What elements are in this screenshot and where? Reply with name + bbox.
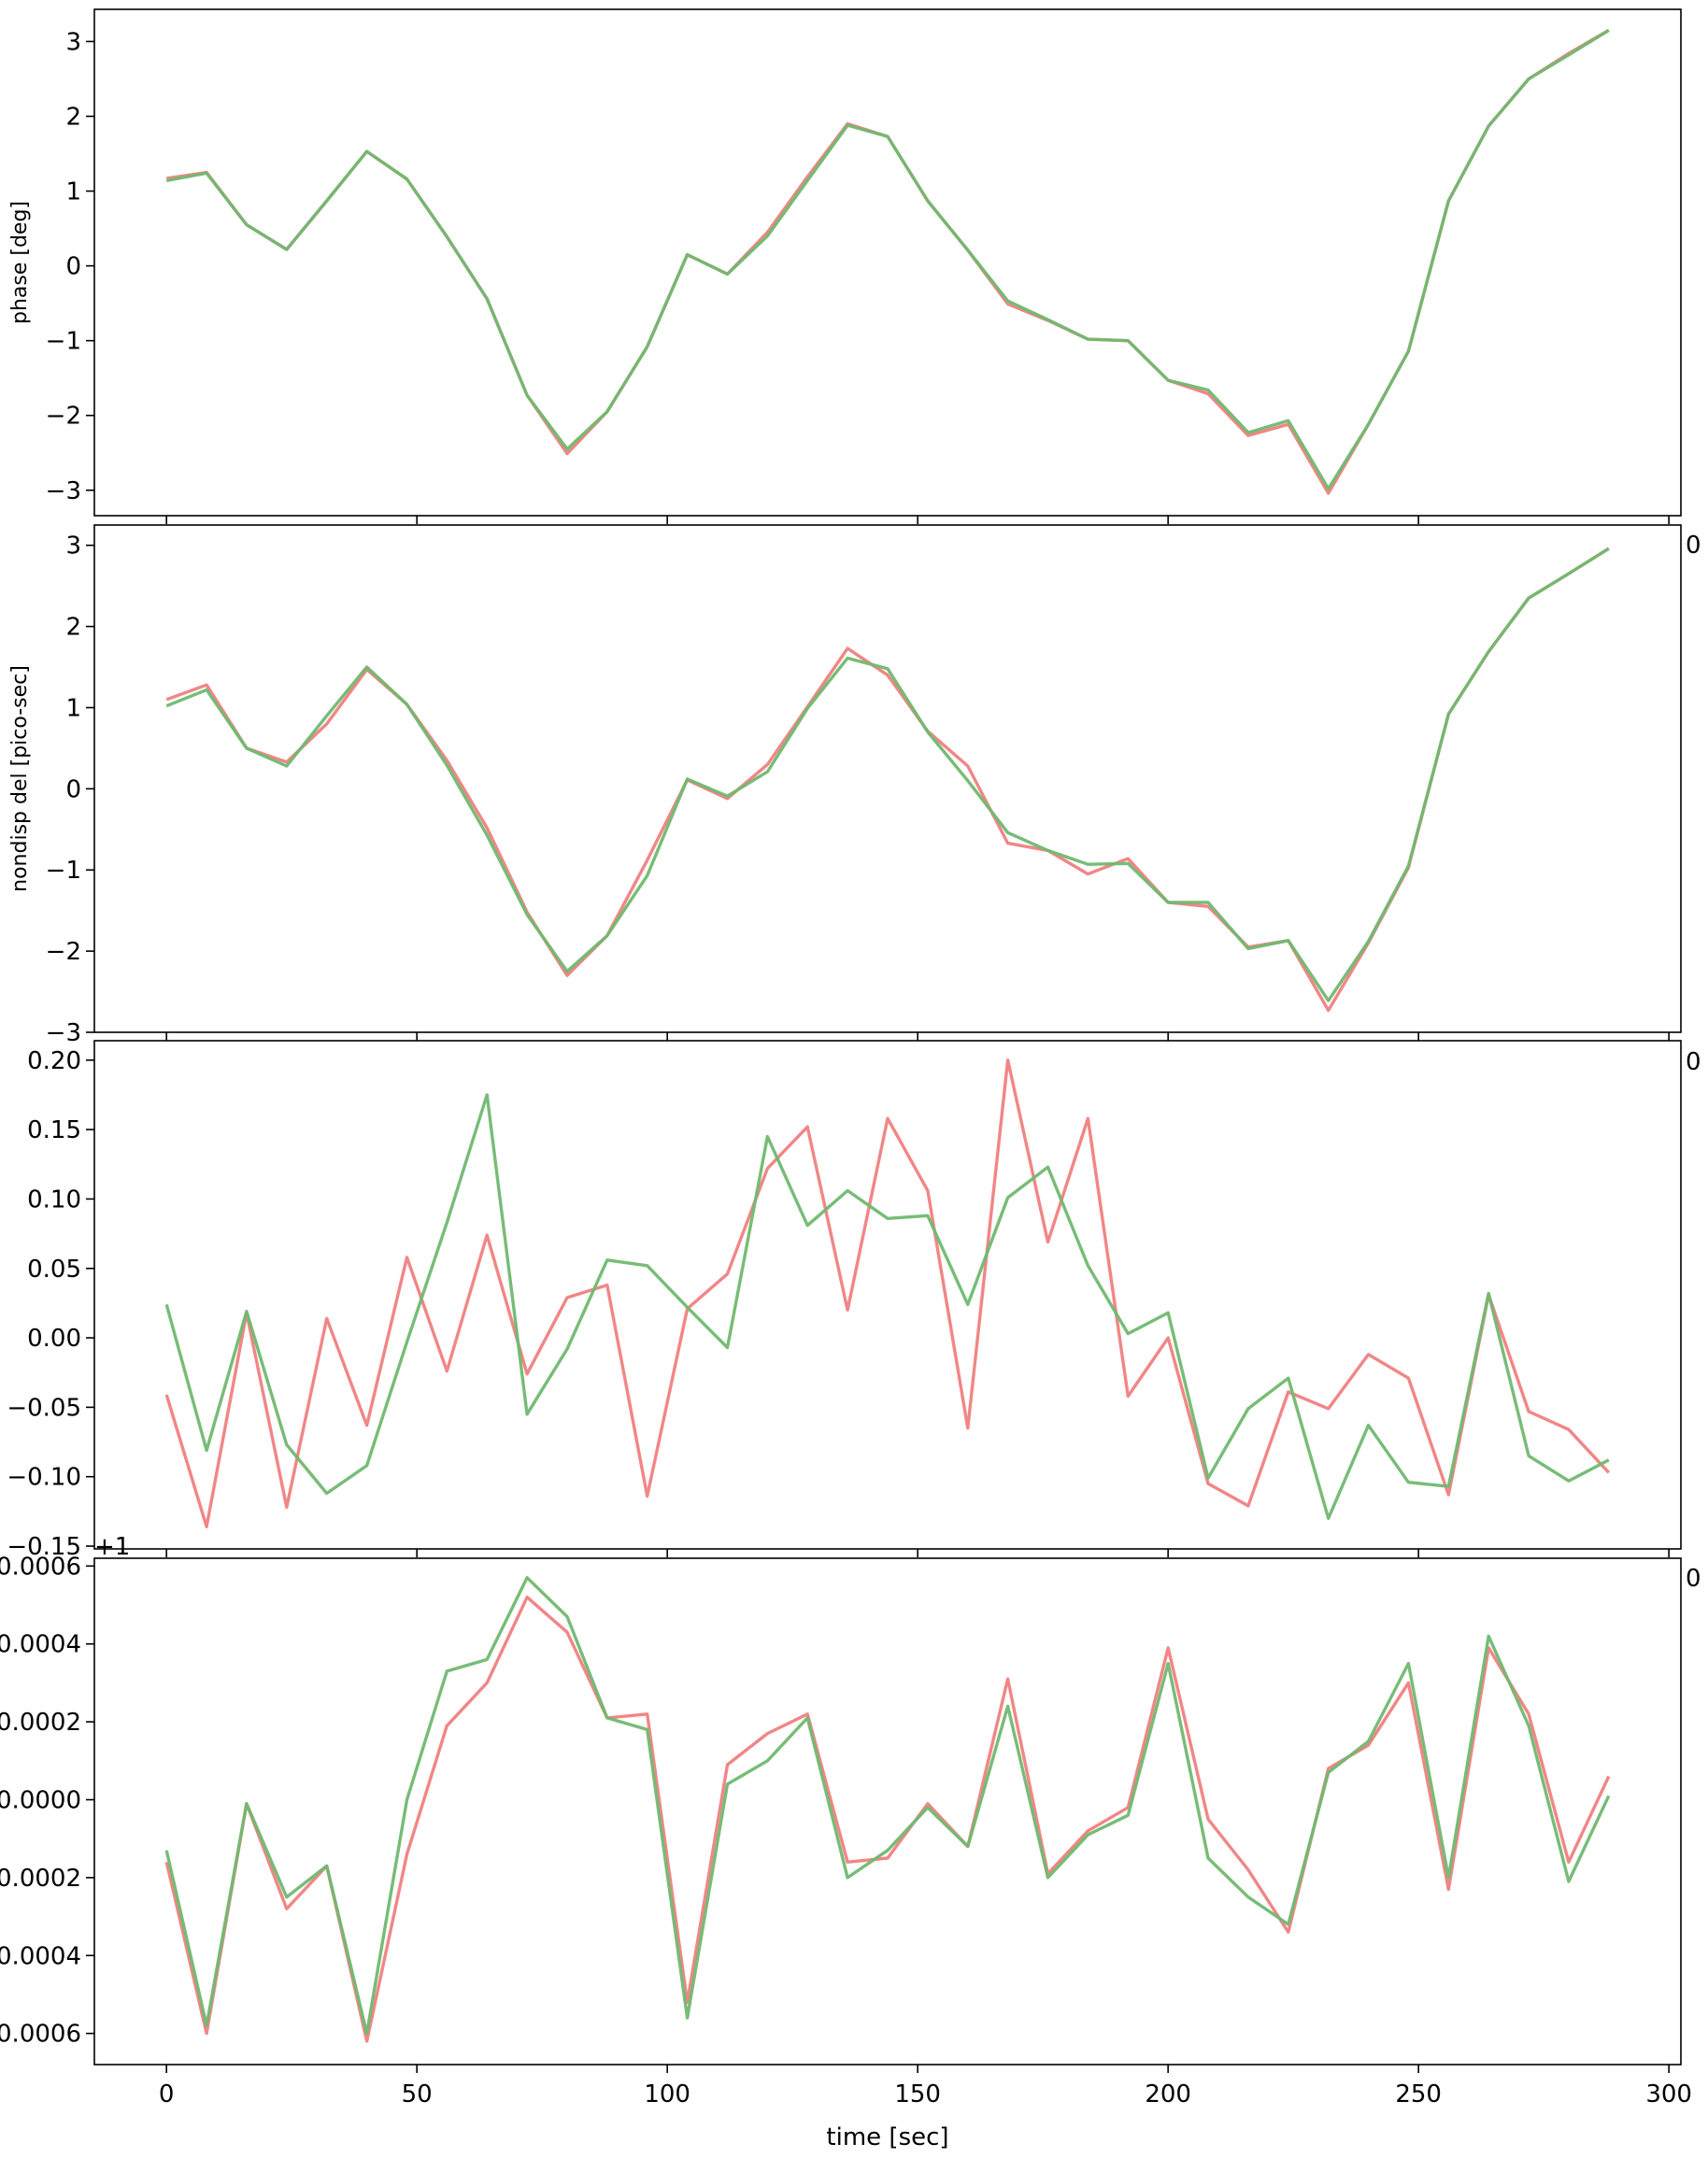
y-tick-label: −1 — [46, 328, 81, 356]
y-tick-label: −2 — [46, 403, 81, 431]
y-tick-label: 0.05 — [27, 1256, 81, 1284]
panel-4: −0.0006 −0.0004 −0.0002 0.0000 0.0002 0.0004 0… — [0, 1533, 1692, 2151]
y-tick-label: −0.05 — [7, 1394, 81, 1422]
y-tick-label: 0.0002 — [0, 1709, 81, 1737]
x-tick-label-partial: 0 — [1686, 532, 1701, 560]
series-line-2 — [165, 28, 1610, 490]
x-tick-label-partial: 0 — [1686, 1565, 1701, 1593]
y-tick-label: 2 — [65, 614, 81, 642]
y-tick-label: 0.00 — [27, 1325, 81, 1353]
y-tick-label: −0.10 — [7, 1464, 81, 1492]
x-tick-label-partial: 0 — [1686, 1048, 1701, 1076]
y-tick-label: −1 — [46, 857, 81, 885]
axes-frame — [93, 1557, 1682, 2066]
x-tick-label: 0 — [159, 2080, 175, 2108]
axes-frame — [93, 8, 1682, 517]
y-tick-label: 0.20 — [27, 1047, 81, 1075]
y-tick-label: −2 — [46, 938, 81, 966]
series-line-1 — [165, 547, 1610, 1013]
y-tick-label: −3 — [46, 1019, 81, 1047]
y-tick-label: 0.0000 — [0, 1786, 81, 1814]
x-tick-label: 300 — [1645, 2080, 1692, 2108]
y-tick-label: −0.15 — [7, 1533, 81, 1561]
axes-frame — [93, 524, 1682, 1033]
y-tick-label: −0.0004 — [0, 1942, 81, 1970]
series-line-2 — [165, 547, 1610, 1002]
y-tick-label: 0.10 — [27, 1185, 81, 1214]
series-line-2 — [164, 1093, 1610, 1521]
y-tick-label: 1 — [65, 694, 81, 722]
x-tick-label: 50 — [402, 2080, 433, 2108]
panel-2: −3 −2 −1 0 1 2 3 0 nondisp del [pico-sec] — [8, 524, 1701, 1076]
x-tick-label: 100 — [644, 2080, 690, 2108]
y-tick-label: 3 — [65, 28, 81, 56]
x-tick-label: 250 — [1395, 2080, 1442, 2108]
y-tick-label: 0 — [65, 253, 81, 281]
series-line-1 — [165, 28, 1610, 495]
axes-frame — [93, 1040, 1682, 1550]
y-tick-label: 3 — [65, 532, 81, 561]
panel-3: −0.15 −0.10 −0.05 0.00 0.05 0.10 0.15 0.20 0 — [7, 1040, 1701, 1593]
y-tick-label: −0.0002 — [0, 1865, 81, 1893]
y-tick-label: −3 — [46, 477, 81, 505]
y-tick-label: 0 — [65, 775, 81, 803]
y-tick-label: 0.0004 — [0, 1631, 81, 1659]
x-tick-label: 200 — [1145, 2080, 1191, 2108]
y-tick-label: 1 — [65, 178, 81, 206]
x-axis-label: time [sec] — [826, 2123, 948, 2151]
y-tick-label: 2 — [65, 103, 81, 131]
y-tick-label: 0.0006 — [0, 1553, 81, 1581]
series-line-1 — [164, 1058, 1611, 1528]
series-line-2 — [164, 1576, 1611, 2036]
panel-1: −3 −2 −1 0 1 2 3 0 phase [deg] — [8, 8, 1701, 560]
x-tick-label: 150 — [894, 2080, 941, 2108]
y-tick-label: 0.15 — [27, 1116, 81, 1144]
y-tick-label: −0.0006 — [0, 2021, 81, 2049]
y-axis-label: phase [deg] — [8, 201, 32, 324]
y-axis-label: nondisp del [pico-sec] — [8, 665, 32, 892]
series-line-1 — [164, 1595, 1611, 2043]
y-offset-text: +1 — [94, 1533, 130, 1561]
